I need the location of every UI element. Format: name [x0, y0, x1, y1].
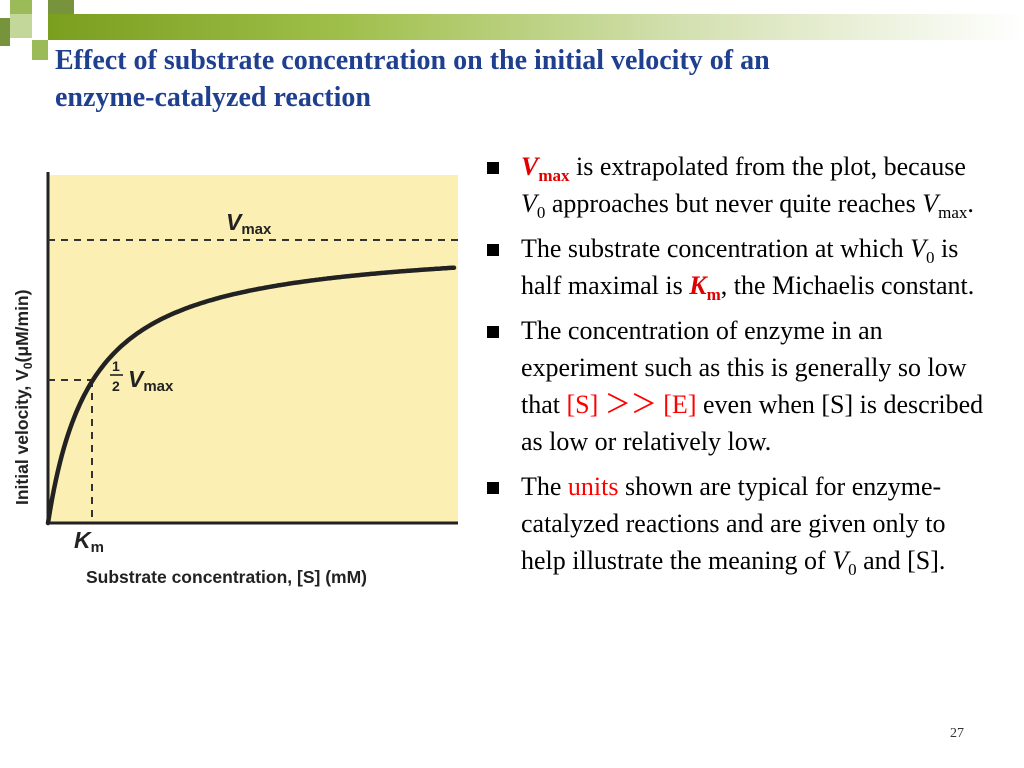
bullet-marker: [487, 482, 499, 494]
header-square-2: [48, 0, 74, 14]
concentration-relation: [S] ＞＞ [E]: [566, 390, 697, 419]
half-fraction-denominator: 2: [112, 378, 120, 394]
header-square-1: [10, 0, 32, 14]
title-line-1: Effect of substrate concentration on the…: [55, 45, 770, 76]
michaelis-menten-plot: Vmax 1 2 Vmax Km Substrate concentration…: [12, 172, 458, 587]
km-label: Km: [74, 527, 104, 556]
michaelis-menten-curve: [45, 265, 457, 526]
km-symbol: Km: [689, 271, 721, 305]
vmax-label: Vmax: [226, 209, 272, 238]
bullet-marker: [487, 326, 499, 338]
bullet-marker: [487, 244, 499, 256]
vmax-symbol: Vmax: [521, 152, 570, 186]
bullet-item-3: The concentration of enzyme in an experi…: [485, 312, 995, 460]
title-line-2: enzyme-catalyzed reaction: [55, 82, 371, 113]
header-gradient-bar: [48, 14, 1024, 40]
bullet-marker: [487, 162, 499, 174]
header-square-5: [0, 18, 10, 46]
x-axis-label: Substrate concentration, [S] (mM): [86, 567, 367, 587]
bullet-item-1: Vmax is extrapolated from the plot, beca…: [485, 148, 995, 222]
header-square-4: [32, 14, 48, 40]
page-number: 27: [950, 726, 964, 741]
half-vmax-label: Vmax: [128, 366, 174, 395]
bullet-item-4: The units shown are typical for enzyme-c…: [485, 468, 995, 579]
bullet-item-2: The substrate concentration at which V0 …: [485, 230, 995, 304]
header-square-3: [10, 14, 32, 38]
bullet-list: Vmax is extrapolated from the plot, beca…: [485, 148, 995, 587]
units-highlight: units: [567, 472, 619, 501]
y-axis-label: Initial velocity, V0(μM/min): [12, 290, 35, 505]
header-square-6: [32, 40, 48, 60]
slide-title: Effect of substrate concentration on the…: [55, 42, 985, 116]
half-fraction-numerator: 1: [112, 358, 120, 374]
